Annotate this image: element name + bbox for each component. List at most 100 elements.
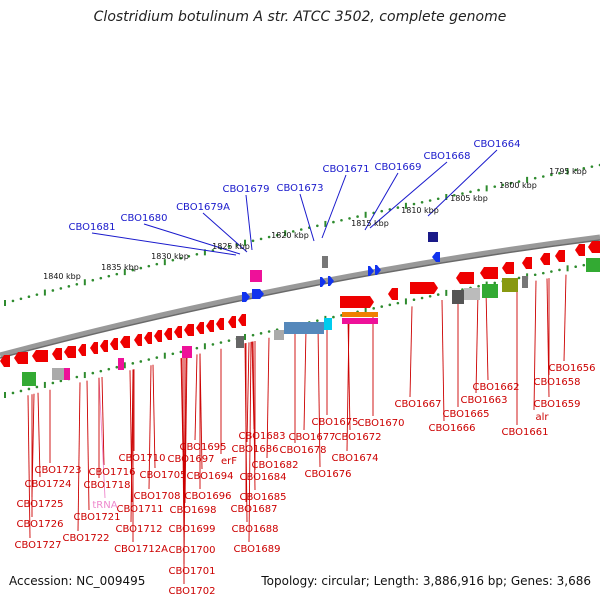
gene-arrow[interactable]: [120, 336, 130, 348]
lower-gene-label[interactable]: CBO1683: [239, 431, 286, 442]
gene-block[interactable]: [52, 368, 66, 380]
gene-arrow[interactable]: [78, 344, 86, 356]
gene-arrow[interactable]: [588, 241, 600, 253]
upper-gene-label[interactable]: CBO1681: [69, 222, 116, 233]
gene-block[interactable]: [342, 318, 378, 324]
lower-gene-label[interactable]: CBO1721: [74, 512, 121, 523]
lower-gene-label[interactable]: CBO1658: [534, 377, 581, 388]
lower-gene-label[interactable]: CBO1724: [25, 479, 72, 490]
upper-gene-label[interactable]: CBO1668: [424, 151, 471, 162]
gene-block[interactable]: [22, 372, 36, 386]
gene-arrow[interactable]: [216, 318, 224, 330]
gene-arrow[interactable]: [110, 338, 118, 350]
lower-gene-label[interactable]: CBO1727: [15, 540, 62, 551]
gene-block[interactable]: [182, 346, 192, 358]
lower-gene-label[interactable]: tRNA: [92, 500, 117, 511]
lower-gene-label[interactable]: CBO1697: [168, 454, 215, 465]
gene-arrow[interactable]: [100, 340, 108, 352]
gene-arrow[interactable]: [196, 322, 204, 334]
gene-arrow[interactable]: [480, 267, 498, 279]
upper-gene-label[interactable]: CBO1671: [323, 164, 370, 175]
gene-arrow[interactable]: [90, 342, 98, 354]
lower-gene-label[interactable]: alr: [535, 412, 549, 423]
lower-gene-label[interactable]: CBO1723: [35, 465, 82, 476]
lower-gene-label[interactable]: CBO1726: [17, 519, 64, 530]
lower-gene-label[interactable]: CBO1682: [252, 460, 299, 471]
lower-gene-label[interactable]: CBO1705: [140, 470, 187, 481]
upper-gene-label[interactable]: CBO1679: [223, 184, 270, 195]
lower-gene-label[interactable]: CBO1663: [461, 395, 508, 406]
gene-arrow[interactable]: [575, 244, 585, 256]
gene-arrow-blue[interactable]: [252, 289, 264, 299]
gene-block[interactable]: [250, 270, 262, 282]
gene-block[interactable]: [284, 322, 324, 334]
gene-arrow[interactable]: [14, 352, 28, 364]
gene-block[interactable]: [236, 336, 244, 348]
lower-gene-label[interactable]: CBO1694: [187, 471, 234, 482]
gene-arrow[interactable]: [228, 316, 236, 328]
lower-gene-label[interactable]: CBO1702: [169, 586, 216, 597]
gene-block[interactable]: [482, 284, 498, 298]
upper-gene-label[interactable]: CBO1680: [121, 213, 168, 224]
upper-gene-label[interactable]: CBO1669: [375, 162, 422, 173]
gene-block[interactable]: [322, 256, 328, 268]
gene-block[interactable]: [464, 288, 480, 300]
lower-gene-label[interactable]: CBO1722: [63, 533, 110, 544]
lower-gene-label[interactable]: CBO1712A: [114, 544, 168, 555]
gene-block[interactable]: [522, 276, 528, 288]
gene-arrow[interactable]: [184, 324, 194, 336]
lower-gene-label[interactable]: erF: [221, 456, 237, 467]
lower-gene-label[interactable]: CBO1675: [312, 417, 359, 428]
lower-gene-label[interactable]: CBO1711: [117, 504, 164, 515]
lower-gene-label[interactable]: CBO1700: [169, 545, 216, 556]
upper-gene-label[interactable]: CBO1673: [277, 183, 324, 194]
lower-gene-label[interactable]: CBO1698: [170, 505, 217, 516]
lower-gene-label[interactable]: CBO1661: [502, 427, 549, 438]
upper-gene-label[interactable]: CBO1679A: [176, 202, 230, 213]
gene-arrow-blue[interactable]: [432, 252, 440, 262]
gene-block[interactable]: [64, 368, 70, 380]
gene-arrow[interactable]: [238, 314, 246, 326]
gene-arrow[interactable]: [164, 328, 172, 340]
gene-arrow[interactable]: [144, 332, 152, 344]
lower-gene-label[interactable]: CBO1662: [473, 382, 520, 393]
gene-arrow[interactable]: [410, 282, 438, 294]
upper-gene-label[interactable]: CBO1664: [474, 139, 521, 150]
lower-gene-label[interactable]: CBO1689: [234, 544, 281, 555]
lower-gene-label[interactable]: CBO1674: [332, 453, 379, 464]
lower-gene-label[interactable]: CBO1688: [232, 524, 279, 535]
lower-gene-label[interactable]: CBO1699: [169, 524, 216, 535]
gene-block[interactable]: [428, 232, 438, 242]
gene-arrow[interactable]: [174, 326, 182, 338]
gene-arrow[interactable]: [456, 272, 474, 284]
gene-block[interactable]: [274, 330, 284, 340]
gene-arrow[interactable]: [32, 350, 48, 362]
gene-block[interactable]: [452, 290, 464, 304]
gene-arrow-blue[interactable]: [320, 277, 326, 287]
lower-gene-label[interactable]: CBO1659: [534, 399, 581, 410]
gene-arrow[interactable]: [540, 253, 550, 265]
lower-gene-label[interactable]: CBO1701: [169, 566, 216, 577]
gene-block[interactable]: [586, 258, 600, 272]
gene-arrow[interactable]: [154, 330, 162, 342]
lower-gene-label[interactable]: CBO1676: [305, 469, 352, 480]
lower-gene-label[interactable]: CBO1718: [84, 480, 131, 491]
lower-gene-label[interactable]: CBO1677: [289, 432, 336, 443]
gene-arrow[interactable]: [206, 320, 214, 332]
gene-block[interactable]: [342, 312, 378, 317]
lower-gene-label[interactable]: CBO1725: [17, 499, 64, 510]
gene-block[interactable]: [118, 358, 124, 370]
lower-gene-label[interactable]: CBO1686: [232, 444, 279, 455]
lower-gene-label[interactable]: CBO1695: [180, 442, 227, 453]
gene-arrow-blue[interactable]: [368, 266, 374, 276]
lower-gene-label[interactable]: CBO1710: [119, 453, 166, 464]
lower-gene-label[interactable]: CBO1696: [185, 491, 232, 502]
gene-arrow-blue[interactable]: [328, 276, 334, 286]
gene-arrow[interactable]: [134, 334, 142, 346]
lower-gene-label[interactable]: CBO1665: [443, 409, 490, 420]
lower-gene-label[interactable]: CBO1678: [280, 445, 327, 456]
gene-arrow[interactable]: [502, 262, 514, 274]
lower-gene-label[interactable]: CBO1672: [335, 432, 382, 443]
gene-arrow[interactable]: [0, 355, 10, 367]
gene-block[interactable]: [324, 318, 332, 330]
